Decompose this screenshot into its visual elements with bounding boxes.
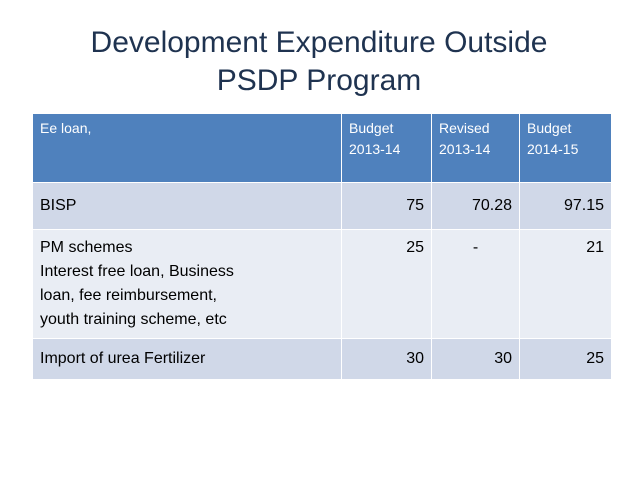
row-label: PM schemes Interest free loan, Business … <box>32 229 342 339</box>
slide-title-line-1: Development Expenditure Outside <box>90 26 548 59</box>
header-cell-revised-2013-14: Revised 2013-14 <box>431 113 520 183</box>
expenditure-table: Ee loan, Budget 2013-14 Revised 2013-14 … <box>32 113 612 380</box>
cell-budget-2014-15: 21 <box>519 229 612 339</box>
cell-budget-2013-14: 30 <box>341 338 432 380</box>
cell-budget-2013-14: 75 <box>341 182 432 230</box>
row-label-detail-2: loan, fee reimbursement, <box>40 287 217 304</box>
row-label: Import of urea Fertilizer <box>32 338 342 380</box>
slide-title: Development Expenditure Outside PSDP Pro… <box>40 24 598 100</box>
row-label-detail-1: Interest free loan, Business <box>40 263 234 280</box>
header-cell-budget-2014-15: Budget 2014-15 <box>519 113 612 183</box>
header-cell-ee-loan: Ee loan, <box>32 113 342 183</box>
cell-revised-2013-14: 70.28 <box>431 182 520 230</box>
cell-revised-2013-14: - <box>431 229 520 339</box>
row-label: BISP <box>32 182 342 230</box>
table-row: Import of urea Fertilizer 30 30 25 <box>32 338 612 380</box>
header-cell-budget-2013-14: Budget 2013-14 <box>341 113 432 183</box>
table-row: BISP 75 70.28 97.15 <box>32 182 612 230</box>
row-label-detail-3: youth training scheme, etc <box>40 311 227 328</box>
table-header-row: Ee loan, Budget 2013-14 Revised 2013-14 … <box>32 113 612 183</box>
cell-budget-2014-15: 97.15 <box>519 182 612 230</box>
row-label-main: PM schemes <box>40 239 133 256</box>
table-row: PM schemes Interest free loan, Business … <box>32 229 612 339</box>
slide-title-line-2: PSDP Program <box>216 64 422 97</box>
cell-budget-2013-14: 25 <box>341 229 432 339</box>
cell-budget-2014-15: 25 <box>519 338 612 380</box>
cell-revised-2013-14: 30 <box>431 338 520 380</box>
